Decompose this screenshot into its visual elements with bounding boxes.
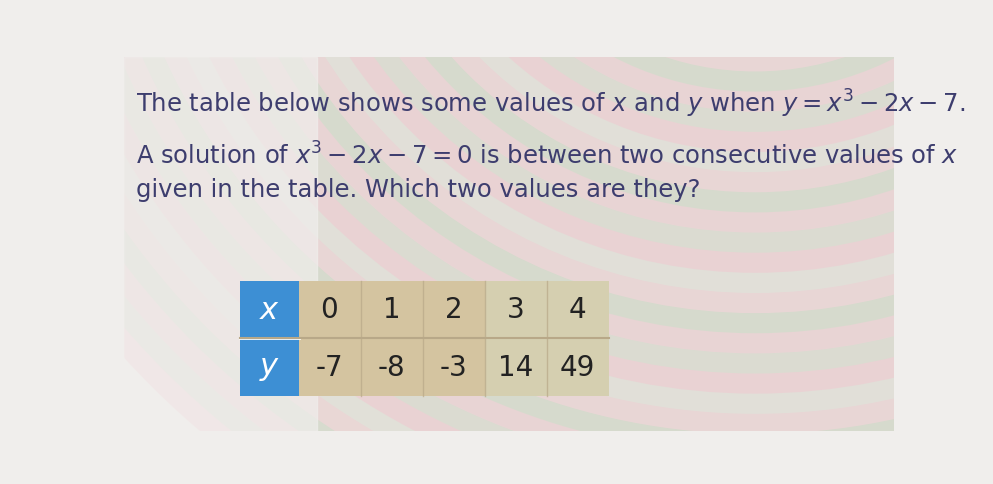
Bar [124, 58, 317, 431]
Circle shape [267, 0, 993, 273]
Text: 14: 14 [497, 353, 533, 381]
Circle shape [349, 0, 993, 193]
Text: -3: -3 [440, 353, 468, 381]
Text: 3: 3 [506, 296, 524, 324]
Circle shape [368, 0, 993, 173]
Text: 4: 4 [569, 296, 586, 324]
Text: 2: 2 [445, 296, 463, 324]
Circle shape [105, 0, 993, 434]
Circle shape [65, 0, 993, 474]
Circle shape [146, 0, 993, 394]
Text: -7: -7 [316, 353, 344, 381]
Circle shape [227, 0, 993, 314]
Circle shape [24, 0, 993, 484]
Circle shape [308, 0, 993, 233]
Circle shape [531, 0, 979, 12]
Text: A solution of $x^3 - 2x - 7 = 0$ is between two consecutive values of $x$: A solution of $x^3 - 2x - 7 = 0$ is betw… [136, 143, 958, 170]
Circle shape [288, 0, 993, 253]
Bar [485, 281, 609, 396]
Text: The table below shows some values of $x$ and $y$ when $y = x^3 - 2x - 7$.: The table below shows some values of $x$… [136, 87, 965, 120]
Circle shape [247, 0, 993, 293]
Text: $x$: $x$ [259, 295, 280, 324]
Text: 1: 1 [382, 296, 400, 324]
Circle shape [45, 0, 993, 484]
Circle shape [430, 0, 993, 112]
Text: 49: 49 [560, 353, 595, 381]
Text: -8: -8 [377, 353, 405, 381]
Circle shape [329, 0, 993, 213]
Circle shape [126, 0, 993, 414]
Bar [240, 281, 299, 338]
Circle shape [450, 0, 993, 92]
Text: given in the table. Which two values are they?: given in the table. Which two values are… [136, 177, 700, 201]
Circle shape [85, 0, 993, 454]
Bar [240, 338, 299, 396]
Bar [240, 281, 609, 396]
Text: $y$: $y$ [259, 353, 280, 382]
Circle shape [389, 0, 993, 152]
Circle shape [510, 0, 993, 32]
Circle shape [207, 0, 993, 333]
Circle shape [471, 0, 993, 72]
Circle shape [166, 0, 993, 374]
Circle shape [187, 0, 993, 354]
Circle shape [4, 0, 993, 484]
Circle shape [409, 0, 993, 133]
Circle shape [491, 0, 993, 52]
Text: 0: 0 [321, 296, 339, 324]
